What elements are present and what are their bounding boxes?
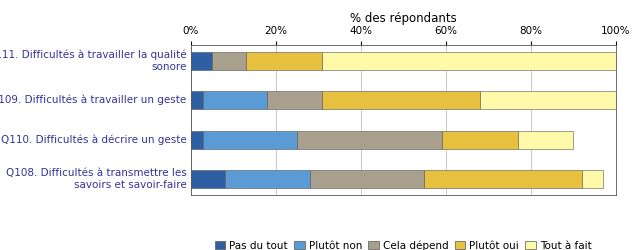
Bar (323, 91, 480, 109)
Bar (212, 52, 246, 70)
Bar (246, 52, 323, 70)
Bar (190, 131, 203, 149)
Bar (225, 170, 310, 188)
Bar (582, 170, 603, 188)
Bar (190, 52, 212, 70)
Bar (190, 170, 225, 188)
Bar (323, 52, 616, 70)
X-axis label: % des répondants: % des répondants (350, 12, 457, 25)
Bar (267, 91, 323, 109)
Bar (190, 91, 203, 109)
Bar (310, 170, 424, 188)
Bar (203, 91, 267, 109)
Legend: Pas du tout, Plutôt non, Cela dépend, Plutôt oui, Tout à fait: Pas du tout, Plutôt non, Cela dépend, Pl… (213, 238, 594, 250)
Bar (424, 170, 582, 188)
Bar (480, 91, 616, 109)
Bar (203, 131, 297, 149)
Bar (518, 131, 573, 149)
Bar (441, 131, 518, 149)
Bar (297, 131, 441, 149)
